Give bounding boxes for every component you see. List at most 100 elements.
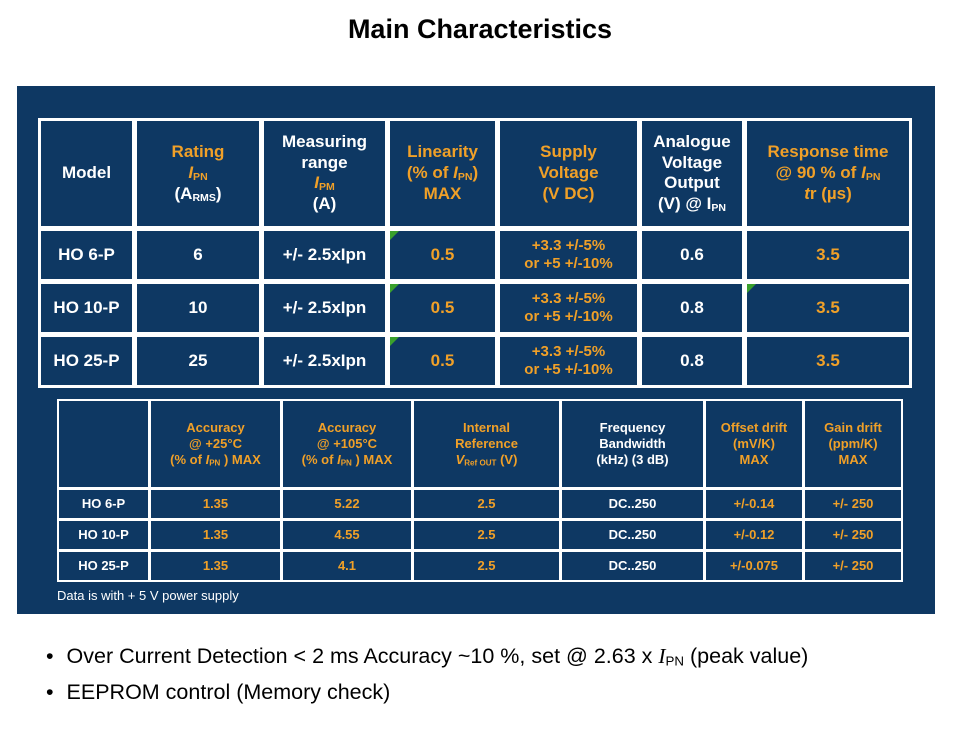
- cell-line: 0.5: [431, 351, 455, 372]
- cell-line: Offset drift: [721, 420, 787, 436]
- text-segment: MAX: [423, 183, 462, 203]
- cell-line: (% of IPN): [407, 163, 478, 184]
- main-table-cell-r2-c5: 0.8: [642, 337, 742, 385]
- cell-line: @ 90 % of IPN: [776, 163, 881, 184]
- text-segment: 3.5: [816, 244, 840, 264]
- note-corner-marker-icon: [390, 337, 399, 346]
- cell-line: +/- 250: [833, 496, 874, 512]
- characteristics-panel: Model Rating IPN (ARMS) Measuring range IPM (A)…: [17, 86, 935, 614]
- cell-line: DC..250: [609, 496, 657, 512]
- text-segment: Analogue: [653, 132, 731, 152]
- text-segment: +3.3 +/-5%: [531, 236, 606, 254]
- accuracy-table-cell-r1-c1: 1.35: [151, 521, 280, 549]
- text-segment: +/- 250: [832, 496, 874, 512]
- text-segment: PM: [318, 181, 335, 194]
- main-table-cell-r0-c0: HO 6-P: [41, 231, 132, 279]
- cell-line: or +5 +/-10%: [524, 255, 612, 273]
- accuracy-table-header-cell-3: Internal Reference VRef OUT (V): [414, 401, 559, 487]
- text-segment: I: [205, 451, 210, 467]
- bullet-item-0: • Over Current Detection < 2 ms Accuracy …: [46, 644, 808, 669]
- cell-line: Internal: [463, 420, 510, 436]
- main-table-header-cell-3: Linearity (% of IPN) MAX: [390, 121, 495, 226]
- accuracy-table-header-cell-5: Offset drift (mV/K) MAX: [706, 401, 802, 487]
- text-segment: (% of: [406, 163, 454, 183]
- text-segment: ): [215, 183, 222, 203]
- cell-line: 0.5: [431, 245, 455, 266]
- text-segment: Linearity: [407, 142, 478, 162]
- cell-line: Rating: [172, 142, 225, 163]
- cell-line: (mV/K): [733, 436, 775, 452]
- main-table-cell-r0-c6: 3.5: [747, 231, 909, 279]
- accuracy-table-cell-r0-c2: 5.22: [283, 490, 411, 518]
- cell-line: +/-0.075: [730, 558, 778, 574]
- text-segment: 2.5: [477, 527, 496, 543]
- text-segment: PN: [340, 458, 352, 468]
- cell-line: Measuring: [282, 132, 367, 153]
- cell-line: (V DC): [543, 184, 595, 205]
- text-segment: +/- 250: [832, 527, 874, 543]
- cell-line: HO 10-P: [53, 298, 119, 319]
- cell-line: 3.5: [816, 298, 840, 319]
- main-table-cell-r1-c3: 0.5: [390, 284, 495, 332]
- cell-line: HO 10-P: [78, 527, 129, 543]
- text-segment: 2.5: [477, 558, 496, 574]
- cell-line: range: [301, 153, 347, 174]
- text-segment: I: [453, 163, 458, 183]
- text-segment: (mV/K): [733, 436, 775, 452]
- text-segment: Voltage: [538, 163, 599, 183]
- main-table-cell-r1-c1: 10: [137, 284, 259, 332]
- text-segment: 0.5: [430, 244, 455, 264]
- main-table-cell-r1-c4: +3.3 +/-5% or +5 +/-10%: [500, 284, 637, 332]
- cell-line: or +5 +/-10%: [524, 308, 612, 326]
- text-segment: I: [337, 451, 341, 467]
- cell-line: +/- 250: [833, 527, 874, 543]
- accuracy-table-cell-r2-c5: +/-0.075: [706, 552, 802, 580]
- text-segment: (V): [496, 451, 518, 467]
- cell-line: 5.22: [334, 496, 359, 512]
- main-table-cell-r0-c3: 0.5: [390, 231, 495, 279]
- bullet-list: • Over Current Detection < 2 ms Accuracy …: [46, 644, 808, 716]
- power-supply-footnote: Data is with + 5 V power supply: [57, 588, 239, 603]
- text-segment: (ppm/K): [828, 436, 878, 452]
- accuracy-table-cell-r1-c2: 4.55: [283, 521, 411, 549]
- text-segment: HO 10-P: [53, 297, 120, 317]
- cell-line: 0.6: [680, 245, 704, 266]
- cell-line: (A): [313, 194, 337, 215]
- cell-line: Supply: [540, 142, 597, 163]
- text-segment: DC..250: [608, 558, 657, 574]
- main-table-cell-r1-c0: HO 10-P: [41, 284, 132, 332]
- accuracy-table-header-cell-0: [59, 401, 148, 487]
- main-table-cell-r2-c3: 0.5: [390, 337, 495, 385]
- accuracy-table-cell-r0-c5: +/-0.14: [706, 490, 802, 518]
- cell-line: VRef OUT (V): [456, 452, 518, 468]
- cell-line: IPN: [188, 163, 207, 184]
- cell-line: Voltage: [662, 153, 722, 174]
- accuracy-table-header-cell-1: Accuracy @ +25°C (% of IPN ) MAX: [151, 401, 280, 487]
- text-segment: +/- 2.5xIpn: [282, 350, 367, 370]
- text-segment: I: [314, 173, 319, 193]
- text-segment: r (µs): [809, 183, 852, 203]
- text-segment: PN: [665, 653, 685, 669]
- text-segment: +/-0.075: [729, 558, 779, 574]
- text-segment: 0.5: [430, 297, 455, 317]
- page-title: Main Characteristics: [347, 14, 613, 44]
- text-segment: +3.3 +/-5%: [531, 342, 606, 360]
- cell-line: +3.3 +/-5%: [532, 237, 605, 255]
- main-table-header-cell-1: Rating IPN (ARMS): [137, 121, 259, 226]
- text-segment: (V DC): [542, 183, 595, 203]
- cell-line: MAX: [740, 452, 769, 468]
- accuracy-table-cell-r2-c1: 1.35: [151, 552, 280, 580]
- text-segment: Offset drift: [720, 420, 788, 436]
- text-segment: V: [455, 451, 465, 467]
- cell-line: (kHz) (3 dB): [596, 452, 668, 468]
- text-segment: 6: [193, 244, 203, 264]
- main-table-cell-r0-c5: 0.6: [642, 231, 742, 279]
- main-table-cell-r1-c2: +/- 2.5xIpn: [264, 284, 385, 332]
- accuracy-table-cell-r2-c2: 4.1: [283, 552, 411, 580]
- accuracy-table-header-cell-6: Gain drift (ppm/K) MAX: [805, 401, 901, 487]
- text-segment: 5.22: [334, 496, 360, 512]
- text-segment: 10: [188, 297, 208, 317]
- text-segment: ) MAX: [220, 451, 261, 467]
- text-segment: +/- 2.5xIpn: [282, 297, 367, 317]
- cell-line: Response time: [768, 142, 889, 163]
